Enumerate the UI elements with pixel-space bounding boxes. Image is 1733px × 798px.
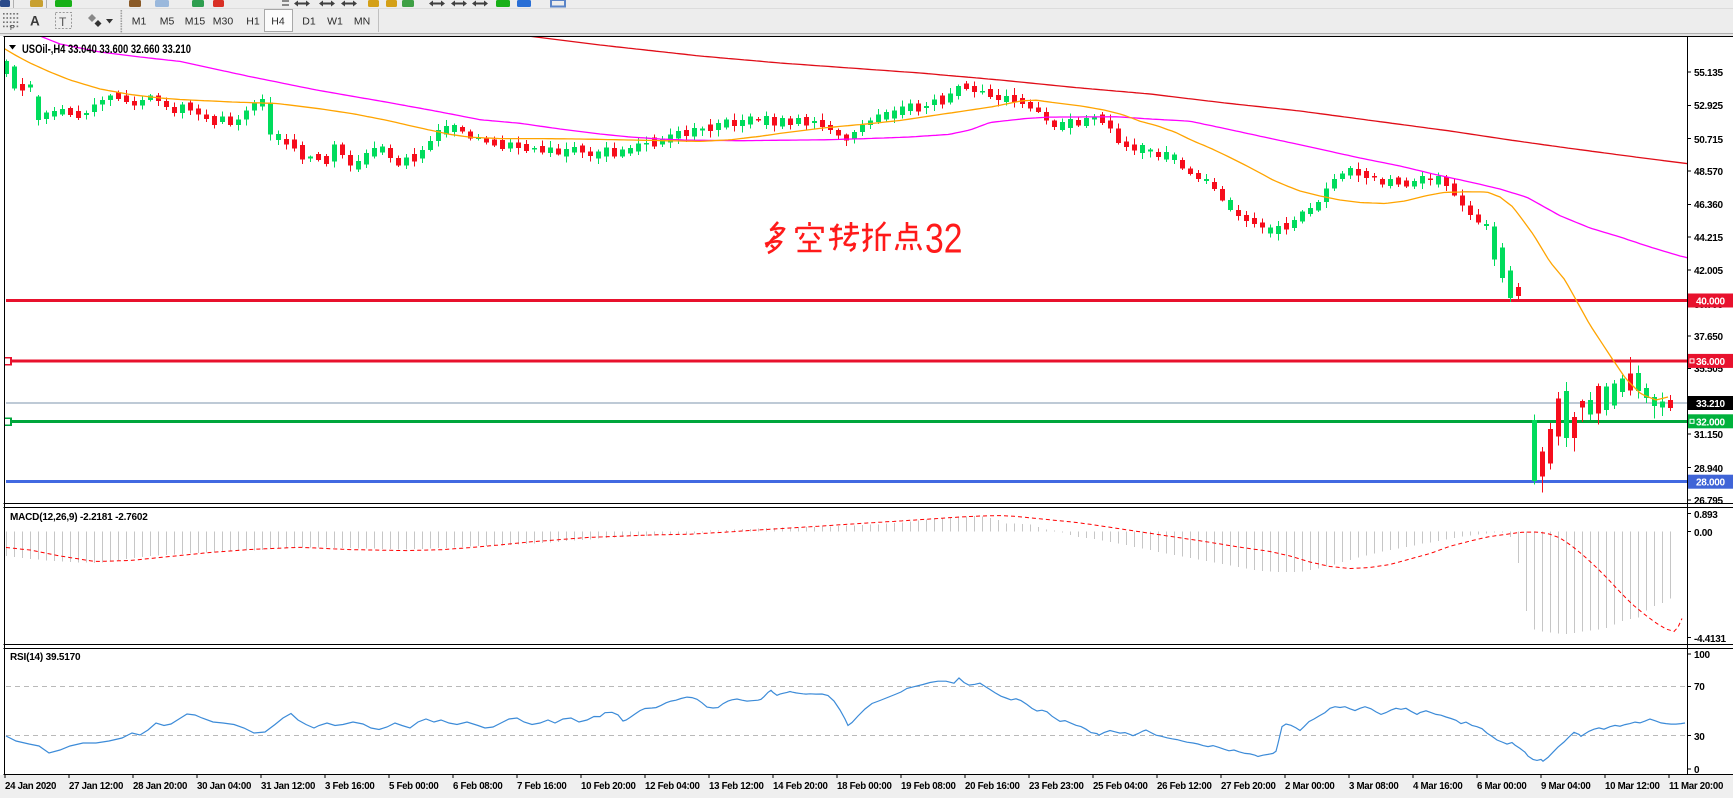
svg-text:2 Mar 00:00: 2 Mar 00:00 [1285,781,1334,792]
svg-text:12 Feb 04:00: 12 Feb 04:00 [645,781,700,792]
svg-text:26.795: 26.795 [1694,496,1724,507]
svg-text:F: F [10,25,14,32]
svg-text:T: T [59,15,67,29]
svg-text:H4: H4 [271,16,285,28]
svg-text:30: 30 [1694,732,1705,743]
svg-text:44.215: 44.215 [1694,233,1724,244]
svg-text:48.570: 48.570 [1694,167,1724,178]
svg-text:24 Jan 2020: 24 Jan 2020 [5,781,56,792]
svg-text:52.925: 52.925 [1694,101,1724,112]
svg-text:4 Mar 16:00: 4 Mar 16:00 [1413,781,1462,792]
svg-text:5 Feb 00:00: 5 Feb 00:00 [389,781,438,792]
svg-text:M1: M1 [132,16,147,28]
svg-text:28.000: 28.000 [1696,478,1726,489]
svg-text:19 Feb 08:00: 19 Feb 08:00 [901,781,956,792]
svg-text:25 Feb 04:00: 25 Feb 04:00 [1093,781,1148,792]
svg-text:23 Feb 23:00: 23 Feb 23:00 [1029,781,1084,792]
svg-text:M5: M5 [160,16,175,28]
svg-text:-4.4131: -4.4131 [1694,634,1727,645]
svg-text:26 Feb 12:00: 26 Feb 12:00 [1157,781,1212,792]
svg-text:6 Feb 08:00: 6 Feb 08:00 [453,781,502,792]
svg-text:100: 100 [1694,650,1711,661]
svg-text:35.505: 35.505 [1694,364,1724,375]
svg-text:33.210: 33.210 [1696,399,1726,410]
svg-text:7 Feb 16:00: 7 Feb 16:00 [517,781,566,792]
svg-text:6 Mar 00:00: 6 Mar 00:00 [1477,781,1526,792]
svg-text:11 Mar 20:00: 11 Mar 20:00 [1669,781,1723,792]
svg-text:27 Feb 20:00: 27 Feb 20:00 [1221,781,1276,792]
svg-text:46.360: 46.360 [1694,200,1724,211]
svg-text:H1: H1 [246,16,260,28]
svg-text:RSI(14) 39.5170: RSI(14) 39.5170 [10,652,81,663]
svg-text:18 Feb 00:00: 18 Feb 00:00 [837,781,892,792]
svg-text:37.650: 37.650 [1694,332,1724,343]
svg-text:50.715: 50.715 [1694,135,1724,146]
svg-text:W1: W1 [327,16,343,28]
svg-text:28 Jan 20:00: 28 Jan 20:00 [133,781,187,792]
svg-text:MACD(12,26,9) -2.2181 -2.7602: MACD(12,26,9) -2.2181 -2.7602 [10,512,148,523]
svg-text:32.000: 32.000 [1696,417,1726,428]
svg-text:40.000: 40.000 [1696,297,1726,308]
svg-text:36.000: 36.000 [1696,357,1726,368]
svg-text:9 Mar 04:00: 9 Mar 04:00 [1541,781,1590,792]
svg-text:3 Feb 16:00: 3 Feb 16:00 [325,781,374,792]
svg-text:31.150: 31.150 [1694,430,1724,441]
svg-text:M30: M30 [213,16,234,28]
svg-text:14 Feb 20:00: 14 Feb 20:00 [773,781,828,792]
svg-text:A: A [30,14,40,29]
svg-text:3 Mar 08:00: 3 Mar 08:00 [1349,781,1398,792]
svg-text:27 Jan 12:00: 27 Jan 12:00 [69,781,123,792]
svg-text:30 Jan 04:00: 30 Jan 04:00 [197,781,251,792]
svg-text:55.135: 55.135 [1694,68,1724,79]
svg-text:32: 32 [925,215,963,262]
svg-text:10 Mar 12:00: 10 Mar 12:00 [1605,781,1660,792]
svg-text:0.893: 0.893 [1694,510,1718,521]
svg-text:MN: MN [354,16,370,28]
svg-text:70: 70 [1694,682,1705,693]
svg-text:13 Feb 12:00: 13 Feb 12:00 [709,781,764,792]
svg-text:D1: D1 [302,16,316,28]
svg-text:28.940: 28.940 [1694,464,1724,475]
svg-text:20 Feb 16:00: 20 Feb 16:00 [965,781,1020,792]
svg-text:USOil-,H4 33.040 33.600 32.66: USOil-,H4 33.040 33.600 32.660 33.210 [22,44,191,56]
svg-text:M15: M15 [185,16,206,28]
svg-text:0: 0 [1694,765,1700,776]
svg-text:0.00: 0.00 [1694,528,1713,539]
svg-text:42.005: 42.005 [1694,266,1724,277]
svg-text:31 Jan 12:00: 31 Jan 12:00 [261,781,315,792]
svg-text:10 Feb 20:00: 10 Feb 20:00 [581,781,636,792]
